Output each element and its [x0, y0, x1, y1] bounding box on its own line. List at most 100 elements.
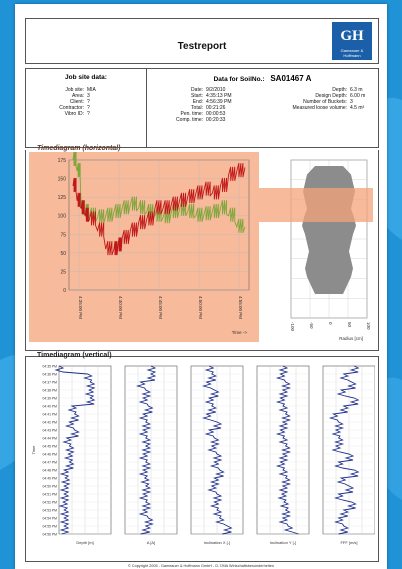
time-key: Comp. time: — [176, 117, 203, 123]
panel-series-line — [201, 365, 233, 535]
time-value: 9/2/2010 — [206, 87, 226, 93]
y-tick-label: 25 — [60, 269, 66, 275]
radius-tick-label: -50 — [309, 322, 314, 329]
jobsite-row: Client:? — [26, 99, 96, 105]
jobsite-column: Job site data: Job site: MIA Area: 3 Client:… — [26, 69, 147, 147]
depth-value: 4.5 m³ — [350, 105, 365, 111]
time-tick-label: 04:40 PM — [42, 405, 57, 409]
depth-row: Depth: 6.3 m — [247, 87, 365, 93]
time-value: 4:56:39 PM — [206, 99, 232, 105]
time-list: Date: 9/2/2010 Start: 4:35:13 PM End: 4:56:39… — [147, 87, 232, 123]
soil-heading: Data for SoilNo.: SA01467 A — [147, 74, 378, 83]
vertical-diagram-frame — [25, 356, 379, 562]
y-tick-label: 0 — [63, 288, 66, 294]
jobsite-value: 3 — [87, 93, 90, 99]
time-row: Comp. time: 00:20:33 — [147, 117, 232, 123]
report-header: Testreport GH Gameauer & Hoffmann — [25, 18, 379, 64]
time-tick-label: 04:35 PM — [42, 365, 57, 369]
jobsite-key: Client: — [69, 99, 84, 105]
jobsite-heading: Job site data: — [65, 74, 107, 81]
time-tick-label: 04:53 PM — [42, 509, 57, 513]
time-row: Start: 4:35:13 PM — [147, 93, 232, 99]
logo-letters: GH — [340, 28, 364, 44]
time-tick-label: 04:52 PM — [42, 501, 57, 505]
jobsite-value: ? — [87, 99, 90, 105]
y-tick-label: 50 — [60, 251, 66, 257]
time-row: End: 4:56:39 PM — [147, 99, 232, 105]
time-tick-label: 04:54 PM — [42, 517, 57, 521]
time-row: Date: 9/2/2010 — [147, 87, 232, 93]
radius-tick-label: 0 — [328, 322, 333, 325]
panel-series-line — [275, 365, 299, 535]
soil-serial: SA01467 A — [270, 74, 312, 83]
time-value: 4:35:13 PM — [206, 93, 232, 99]
logo-caption: Gameauer & Hoffmann — [340, 48, 364, 58]
depth-key: Depth: — [332, 87, 347, 93]
x-tick-label: 4:45:00 PM — [158, 296, 163, 319]
time-tick-label: 04:43 PM — [42, 429, 57, 433]
radius-axis-label: Radius [cm] — [339, 336, 363, 341]
time-tick-label: 04:45 PM — [42, 445, 57, 449]
depth-value: 6.00 m — [350, 93, 366, 99]
time-tick-label: 04:56 PM — [42, 533, 57, 537]
panel-series-line — [135, 365, 157, 535]
radius-tick-label: -100 — [290, 322, 295, 332]
panel-axis-label: FFF [m/s] — [340, 540, 357, 545]
panel-series-line — [328, 365, 360, 535]
jobsite-key: Contractor: — [59, 105, 84, 111]
highlight-band — [259, 188, 373, 222]
jobsite-value: ? — [87, 111, 90, 117]
time-tick-label: 04:42 PM — [42, 421, 57, 425]
horizontal-diagram-frame — [25, 150, 379, 351]
panel-axis-label: Inclination Y [-] — [270, 540, 296, 545]
x-tick-label: 4:55:00 PM — [238, 296, 243, 319]
vertical-timediagram: 04:35 PM 04:36 PM 04:37 PM 04:38 PM 04:39 PM… — [31, 365, 375, 545]
jobsite-row: Contractor:? — [26, 105, 96, 111]
jobsite-key: Job site: — [65, 87, 84, 93]
y-tick-label: 150 — [58, 177, 67, 183]
depth-row: Design Depth: 6.00 m — [247, 93, 365, 99]
jobsite-list: Job site: MIA Area: 3 Client:? Contractor:? Vi… — [26, 87, 96, 117]
time-value: 00:21:26 — [206, 105, 226, 111]
time-tick-label: 04:50 PM — [42, 485, 57, 489]
report-page: Testreport GH Gameauer & Hoffmann Job si… — [15, 4, 387, 569]
jobsite-key: Vibro ID: — [64, 111, 84, 117]
y-tick-label: 75 — [60, 232, 66, 238]
time-row: Total: 00:21:26 — [147, 105, 232, 111]
panel-series-line — [54, 365, 96, 535]
depth-value: 3 — [350, 99, 353, 105]
x-tick-label: 4:40:00 PM — [118, 296, 123, 319]
jobsite-row: Job site: MIA — [26, 87, 96, 93]
jobsite-row: Area: 3 — [26, 93, 96, 99]
time-key: Start: — [191, 93, 203, 99]
time-value: 00:00:53 — [206, 111, 226, 117]
depth-row: Measured loose volume: 4.5 m³ — [247, 105, 365, 111]
jobsite-value: MIA — [87, 87, 96, 93]
y-tick-label: 125 — [58, 195, 67, 201]
y-tick-label: 175 — [58, 158, 67, 164]
depth-list: Depth: 6.3 m Design Depth: 6.00 m Number of … — [247, 87, 366, 111]
depth-key: Design Depth: — [315, 93, 347, 99]
radius-tick-label: 50 — [347, 322, 352, 328]
time-tick-label: 04:49 PM — [42, 477, 57, 481]
time-tick-label: 04:44 PM — [42, 437, 57, 441]
time-tick-label: 04:55 PM — [42, 525, 57, 529]
depth-key: Measured loose volume: — [292, 105, 347, 111]
time-tick-label: 04:48 PM — [42, 469, 57, 473]
panel-axis-label: A [A] — [147, 540, 155, 545]
vertical-section-title: Timediagram (vertical) — [37, 352, 112, 359]
horizontal-section-title: Timediagram (horizontal) — [37, 145, 121, 152]
jobsite-row: Vibro ID:? — [26, 111, 96, 117]
time-row: Pen. time: 00:00:53 — [147, 111, 232, 117]
time-tick-label: 04:46 PM — [42, 453, 57, 457]
time-tick-label: 04:39 PM — [42, 397, 57, 401]
panel-axis-label: Inclination X [-] — [204, 540, 230, 545]
panel-axis-label: Depth [m] — [76, 540, 93, 545]
x-tick-label: 4:35:00 PM — [78, 296, 83, 319]
info-block: Job site data: Job site: MIA Area: 3 Client:… — [25, 68, 379, 148]
horizontal-timediagram: 175 150 125 100 75 50 25 0 4:35:00 PM 4:40:00 PM 4… — [29, 152, 373, 342]
x-tick-label: 4:50:00 PM — [198, 296, 203, 319]
soil-column: Data for SoilNo.: SA01467 A Date: 9/2/201… — [147, 69, 378, 147]
jobsite-key: Area: — [72, 93, 84, 99]
company-logo: GH Gameauer & Hoffmann — [332, 22, 372, 60]
